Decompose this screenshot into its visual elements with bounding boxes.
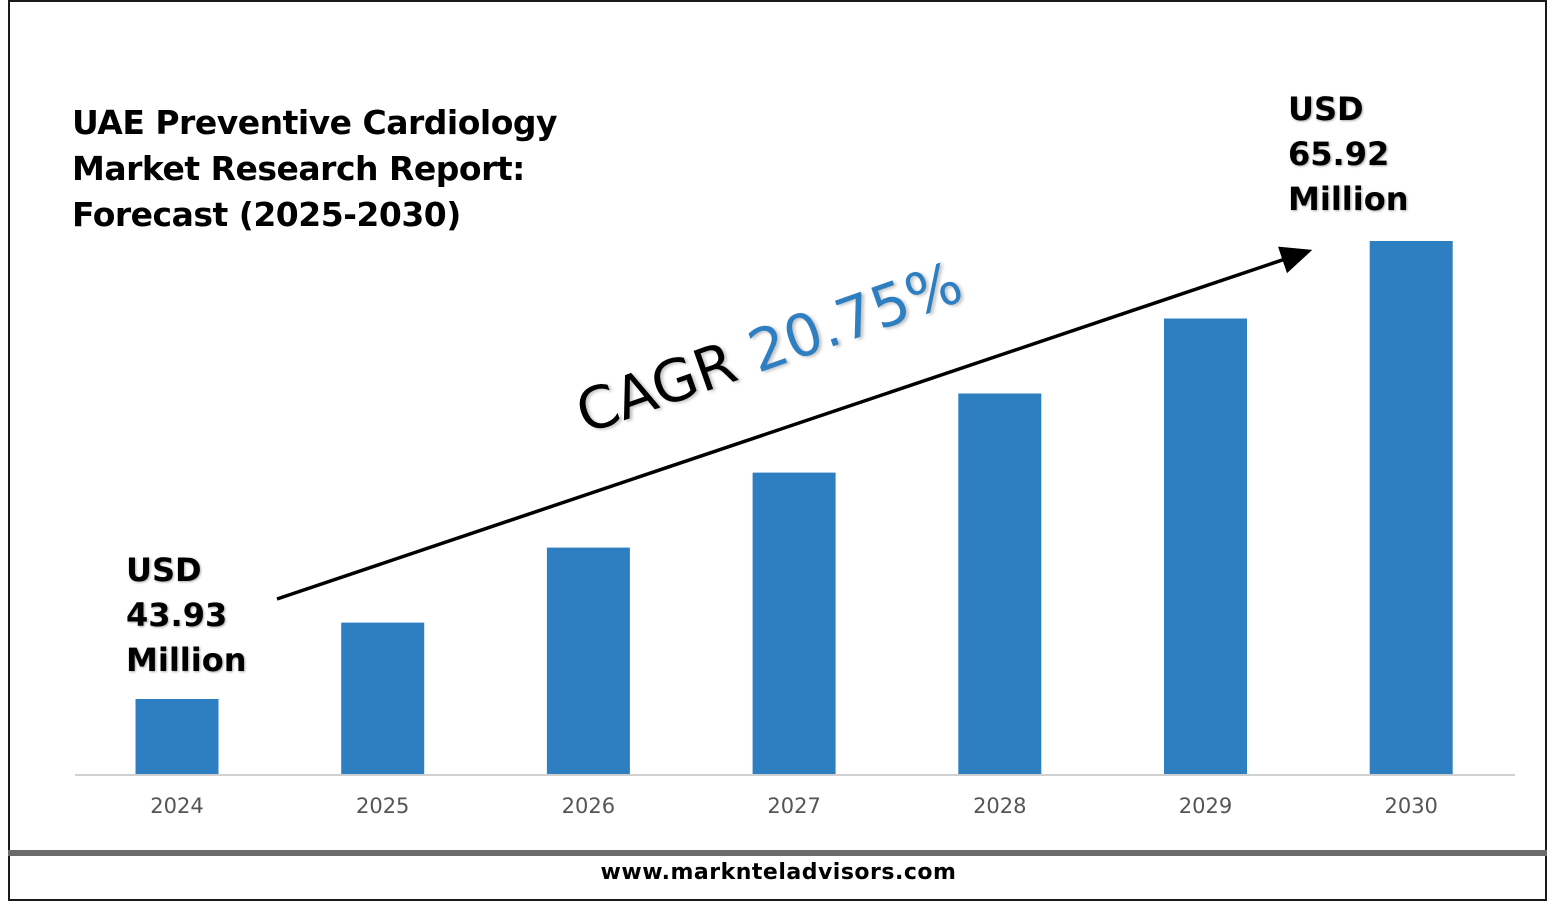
- title-line-2: Market Research Report:: [72, 149, 525, 188]
- start-callout-currency: USD: [126, 551, 202, 589]
- bar-2024: [135, 699, 219, 775]
- start-value-callout: USD 43.93 Million: [126, 548, 246, 683]
- title-line-1: UAE Preventive Cardiology: [72, 103, 558, 142]
- end-value-callout: USD 65.92 Million: [1288, 87, 1408, 222]
- x-tick-label-2027: 2027: [767, 794, 820, 818]
- bar-2025: [341, 622, 425, 775]
- trend-arrow: [276, 246, 1313, 601]
- end-callout-unit: Million: [1288, 180, 1409, 218]
- x-tick-label-2026: 2026: [562, 794, 615, 818]
- bars-group: [135, 241, 1453, 775]
- footer-website: www.marknteladvisors.com: [600, 860, 957, 885]
- x-tick-label-2025: 2025: [356, 794, 409, 818]
- title-line-3: Forecast (2025-2030): [72, 195, 461, 234]
- end-callout-currency: USD: [1288, 90, 1364, 128]
- x-tick-labels: 2024 2025 2026 2027 2028 2029 2030: [150, 794, 1438, 818]
- bar-2029: [1164, 318, 1247, 775]
- x-tick-label-2030: 2030: [1384, 794, 1437, 818]
- bar-2027: [752, 472, 836, 775]
- x-tick-label-2028: 2028: [973, 794, 1026, 818]
- footer-divider: [8, 850, 1547, 856]
- bar-2030: [1369, 241, 1453, 775]
- bar-2028: [958, 393, 1042, 775]
- bar-2026: [546, 547, 630, 775]
- chart-title: UAE Preventive Cardiology Market Researc…: [72, 100, 592, 238]
- start-callout-unit: Million: [126, 641, 247, 679]
- x-tick-label-2024: 2024: [150, 794, 203, 818]
- end-callout-value: 65.92: [1288, 135, 1390, 173]
- start-callout-value: 43.93: [126, 596, 228, 634]
- x-tick-label-2029: 2029: [1179, 794, 1232, 818]
